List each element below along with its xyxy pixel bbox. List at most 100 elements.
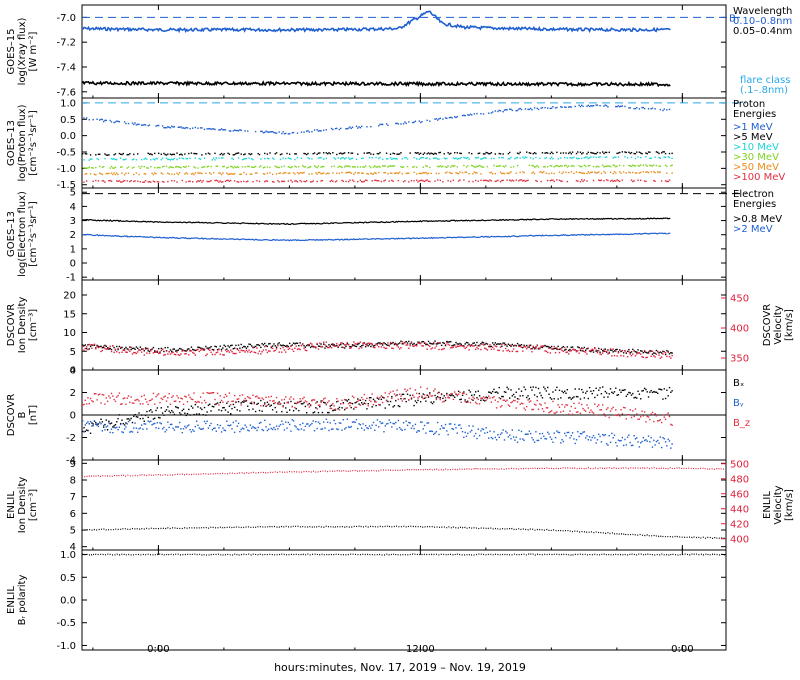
- data-point: [131, 431, 134, 433]
- data-point: [366, 397, 368, 400]
- data-point: [562, 152, 565, 154]
- data-point: [408, 347, 410, 350]
- data-point: [232, 173, 235, 175]
- data-point: [311, 130, 313, 133]
- data-point: [646, 352, 648, 354]
- data-point: [288, 409, 291, 411]
- y-axis-label: ENLIL: [6, 586, 17, 614]
- data-point: [579, 348, 582, 350]
- data-point: [291, 344, 293, 346]
- data-point: [230, 165, 232, 168]
- data-point: [497, 179, 499, 182]
- data-point: [96, 424, 98, 426]
- data-point: [543, 410, 545, 413]
- data-point: [617, 156, 620, 158]
- data-point: [642, 415, 645, 417]
- data-point: [582, 431, 584, 433]
- data-point: [628, 151, 630, 153]
- data-point: [350, 425, 352, 428]
- data-point: [480, 113, 482, 115]
- data-point: [605, 392, 608, 394]
- data-point: [287, 133, 290, 135]
- data-point: [619, 151, 621, 154]
- data-point: [603, 348, 605, 351]
- data-point: [591, 105, 593, 107]
- data-point: [452, 165, 455, 167]
- data-point: [658, 442, 660, 444]
- data-point: [343, 166, 346, 168]
- series-orange: [84, 170, 673, 176]
- data-point: [397, 123, 400, 125]
- data-point: [464, 343, 466, 345]
- data-point: [144, 157, 147, 159]
- data-point: [305, 344, 308, 347]
- data-point: [211, 405, 214, 408]
- data-point: [638, 393, 641, 395]
- data-point: [535, 386, 537, 389]
- data-point: [423, 424, 426, 427]
- data-point: [541, 432, 544, 435]
- data-point: [577, 350, 579, 352]
- data-point: [516, 441, 519, 444]
- data-point: [99, 421, 101, 424]
- data-point: [587, 151, 589, 154]
- data-point: [244, 400, 246, 402]
- data-point: [341, 171, 343, 174]
- data-point: [374, 400, 376, 402]
- data-point: [482, 428, 485, 431]
- data-point: [510, 344, 512, 347]
- data-point: [345, 399, 347, 401]
- data-point: [296, 132, 299, 134]
- data-point: [215, 179, 218, 182]
- data-point: [641, 390, 643, 392]
- data-point: [178, 421, 181, 424]
- legend-entry: >1 MeV: [733, 122, 773, 133]
- data-point: [182, 165, 185, 168]
- data-point: [575, 439, 578, 441]
- data-point: [518, 345, 520, 347]
- data-point: [463, 346, 465, 348]
- data-point: [133, 347, 135, 349]
- data-point: [253, 346, 255, 348]
- data-point: [231, 166, 233, 168]
- data-point: [548, 172, 550, 175]
- data-point: [345, 171, 347, 174]
- data-point: [101, 393, 104, 396]
- data-point: [476, 341, 478, 344]
- data-point: [615, 156, 617, 158]
- data-point: [274, 165, 276, 167]
- data-point: [84, 347, 87, 350]
- data-point: [467, 401, 469, 403]
- data-point: [313, 129, 316, 131]
- data-point: [502, 342, 504, 344]
- data-point: [491, 390, 494, 393]
- data-point: [82, 345, 84, 348]
- data-point: [194, 152, 197, 155]
- data-point: [515, 407, 517, 409]
- data-point: [501, 395, 503, 398]
- data-point: [372, 173, 375, 175]
- data-point: [671, 152, 673, 155]
- data-point: [299, 172, 301, 174]
- data-point: [258, 350, 261, 352]
- data-point: [612, 351, 614, 353]
- data-point: [379, 343, 381, 345]
- data-point: [433, 343, 435, 345]
- data-point: [569, 396, 571, 399]
- data-point: [655, 391, 658, 393]
- data-point: [317, 404, 320, 406]
- series-black: [82, 151, 673, 156]
- data-point: [349, 426, 351, 429]
- data-point: [604, 104, 607, 106]
- data-point: [258, 422, 261, 424]
- data-point: [287, 348, 290, 351]
- data-point: [321, 172, 324, 175]
- data-point: [332, 428, 334, 430]
- data-point: [554, 352, 557, 354]
- data-point: [453, 423, 456, 426]
- data-point: [355, 343, 358, 345]
- data-point: [264, 345, 266, 348]
- data-point: [303, 345, 305, 347]
- data-point: [83, 181, 85, 183]
- data-point: [235, 152, 237, 155]
